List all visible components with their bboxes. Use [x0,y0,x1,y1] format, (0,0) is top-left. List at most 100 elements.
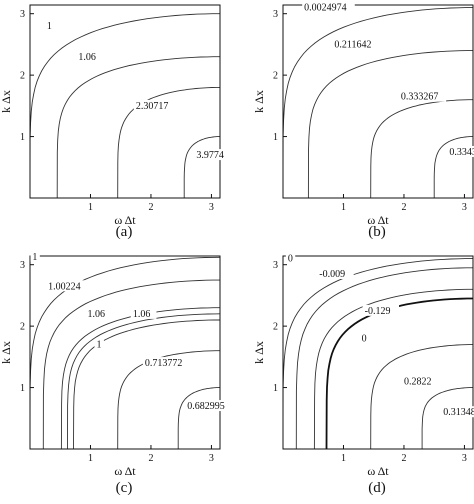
contour-label-bg [317,267,354,279]
x-tick-label: 1 [88,453,93,464]
x-tick-label: 3 [209,453,214,464]
panel-caption: (a) [116,224,133,240]
y-tick-label: 1 [273,132,278,143]
contour-label: 0.682995 [187,401,225,412]
contour-label-bg [44,20,55,32]
contour-label-bg [441,406,474,418]
contour-label-bg [359,332,370,344]
x-tick-label: 1 [341,202,346,213]
contour-label-bg [85,307,112,319]
contour-label-bg [185,400,233,412]
contour-label-bg [194,149,231,161]
chart-panel: 1 2 3 1 2 3 ω Δt k Δx 1 1.06 2.30717 3.9774 (a) [0,4,231,240]
contour-label: -0.009 [319,269,345,280]
panel-caption: (b) [368,224,386,240]
y-axis-label: k Δx [252,90,266,113]
contour-label: 1.06 [133,309,151,320]
contour-label: -0.129 [365,306,391,317]
contour-label-bg [401,375,439,387]
contour-label: 0.2822 [404,376,432,387]
contour-line [325,297,473,450]
contour-label-bg [398,90,447,102]
contour-line [60,307,220,450]
y-tick-label: 3 [273,9,278,20]
contour-line [29,13,220,199]
plot-frame [282,4,474,199]
contour-label-bg [94,338,104,350]
x-tick-label: 1 [88,202,93,213]
contour-line [421,387,473,449]
contour-line [29,256,221,450]
contour-line [295,267,473,450]
contour-line [67,313,221,450]
y-tick-label: 1 [20,383,25,394]
y-tick-label: 3 [20,260,25,271]
contour-line [183,136,220,198]
contour-label-bg [362,304,400,316]
contour-label: 0.713772 [145,358,183,369]
contour-label: 1 [47,21,52,32]
x-tick-label: 2 [148,453,153,464]
contour-label: 1 [97,340,102,351]
y-axis-label: k Δx [0,90,13,113]
x-tick-label: 2 [148,202,153,213]
contour-label-bg [133,99,176,111]
plot-frame [29,255,221,450]
y-tick-label: 2 [20,71,25,82]
contour-label: 0.211642 [334,39,371,50]
contour-label: 1.06 [87,309,105,320]
contour-label: 1 [32,252,37,263]
x-tick-label: 2 [401,202,406,213]
contour-label-bg [76,50,102,62]
x-axis-label: ω Δt [367,213,389,227]
x-tick-label: 1 [341,453,346,464]
contour-label: 0.0024974 [304,3,347,14]
contour-line [56,56,220,199]
chart-panel: 1 2 3 1 2 3 ω Δt k Δx 0.0024974 0.211642 0.333267 0… [252,1,474,240]
contour-line [370,344,473,450]
contour-label-bg [46,280,88,292]
contour-label-bg [30,250,40,262]
contour-line [370,99,473,199]
y-tick-label: 2 [273,71,278,82]
plot-frame [282,255,474,450]
x-tick-label: 2 [401,453,406,464]
contour-line [313,288,473,450]
contour-line [282,258,473,450]
y-tick-label: 2 [20,322,25,333]
x-axis-label: ω Δt [114,464,136,478]
y-axis-label: k Δx [0,341,13,364]
contour-line [42,279,220,450]
x-tick-label: 3 [462,453,467,464]
contour-line [307,50,473,199]
contour-label: 0 [362,333,367,344]
contour-label-bg [302,1,355,13]
contour-label-bg [130,307,157,319]
contour-label: 0 [288,254,293,265]
contour-label: 1.06 [78,52,96,63]
contour-label: 3.9774 [196,150,224,161]
contour-label: 0.313483 [443,407,474,418]
x-axis-label: ω Δt [114,213,136,227]
x-axis-label: ω Δt [367,464,389,478]
contour-label-bg [142,357,191,369]
contour-label-bg [285,252,296,264]
y-tick-label: 3 [20,9,25,20]
y-tick-label: 1 [20,132,25,143]
contour-label-bg [447,145,474,157]
y-tick-label: 2 [273,322,278,333]
contour-label-bg [332,38,380,50]
contour-label: 0.333267 [401,92,439,103]
plot-frame [29,4,221,199]
x-tick-label: 3 [209,202,214,213]
contour-line [433,136,473,198]
chart-panel: 1 2 3 1 2 3 ω Δt k Δx 0 -0.009 -0.129 0 0.2822 0.3134… [252,252,474,496]
panel-caption: (c) [116,480,133,496]
y-axis-label: k Δx [252,341,266,364]
y-tick-label: 3 [273,260,278,271]
y-tick-label: 1 [273,383,278,394]
panel-caption: (d) [368,480,386,496]
